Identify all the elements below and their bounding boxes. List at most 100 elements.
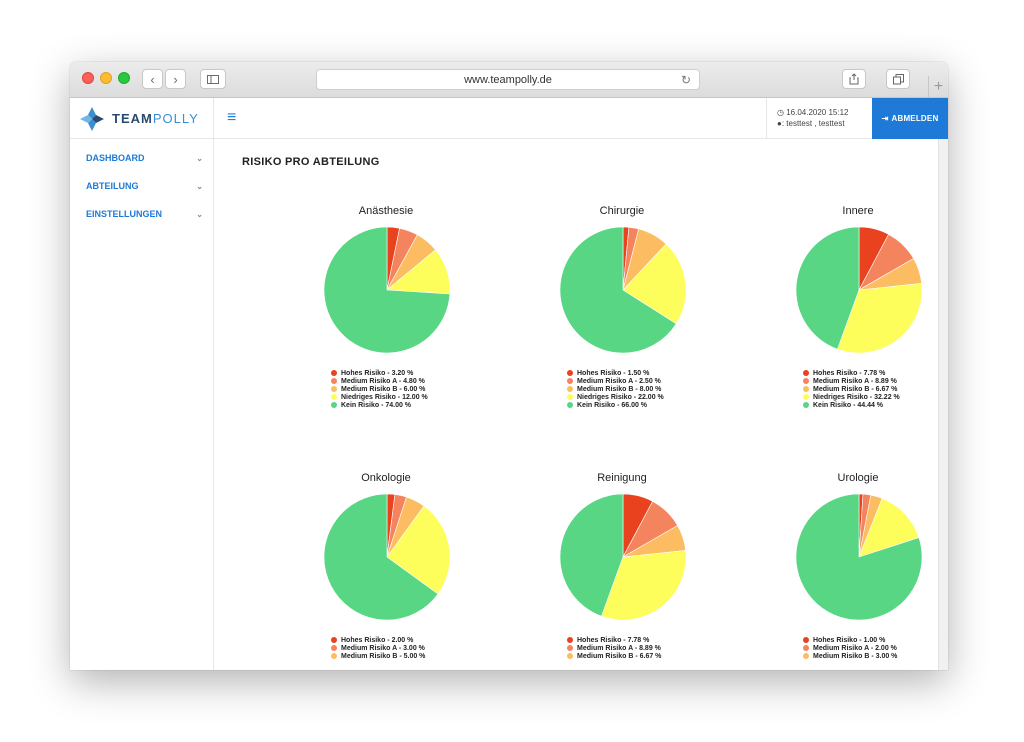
legend-entry: Medium Risiko A - 2.00 % <box>803 644 897 652</box>
legend-dot-icon <box>803 386 809 392</box>
legend-dot-icon <box>567 370 573 376</box>
zoom-window-button[interactable] <box>118 72 130 84</box>
slice-niedriges-risiko[interactable] <box>622 243 687 325</box>
chart-legend: Hohes Risiko - 1.00 % Medium Risiko A - 2… <box>803 636 897 660</box>
legend-entry: Medium Risiko B - 5.00 % <box>331 652 425 660</box>
legend-label: Hohes Risiko - 3.20 % <box>341 369 414 377</box>
chart-title: Anästhesie <box>358 205 414 217</box>
legend-dot-icon <box>803 653 809 659</box>
legend-dot-icon <box>331 645 337 651</box>
top-bar: TEAMPOLLY ≡ ◷ 16.04.2020 15:12 ●: testte… <box>70 98 948 139</box>
chart-title: Onkologie <box>361 472 411 484</box>
chevron-down-icon: ⌄ <box>196 153 203 163</box>
address-bar[interactable]: www.teampolly.de ↻ <box>316 69 700 90</box>
slice-kein-risiko[interactable] <box>795 226 860 350</box>
pie-chart-reinigung <box>559 493 687 621</box>
chart-legend: Hohes Risiko - 2.00 % Medium Risiko A - 3… <box>331 636 425 660</box>
legend-entry: Medium Risiko A - 4.80 % <box>331 377 428 385</box>
main-content: RISIKO PRO ABTEILUNG Anästhesie Hohes Ri… <box>214 139 938 670</box>
slice-niedriges-risiko[interactable] <box>386 505 451 595</box>
sidebar-toggle-button[interactable] <box>200 69 226 89</box>
forward-button[interactable]: › <box>165 69 186 89</box>
logout-button[interactable]: ⇥ ABMELDEN <box>872 98 948 139</box>
scrollbar[interactable] <box>938 139 948 670</box>
legend-dot-icon <box>803 370 809 376</box>
browser-toolbar: ‹ › www.teampolly.de ↻ + <box>70 62 948 98</box>
minimize-window-button[interactable] <box>100 72 112 84</box>
clock-icon: ◷ <box>777 108 784 117</box>
legend-entry: Niedriges Risiko - 32.22 % <box>803 393 900 401</box>
legend-label: Medium Risiko A - 8.89 % <box>577 644 661 652</box>
legend-label: Kein Risiko - 66.00 % <box>577 401 648 409</box>
slice-niedriges-risiko[interactable] <box>837 283 923 354</box>
chart-title: Reinigung <box>597 472 647 484</box>
legend-entry: Hohes Risiko - 7.78 % <box>567 636 661 644</box>
legend-label: Medium Risiko A - 2.00 % <box>813 644 897 652</box>
legend-entry: Medium Risiko A - 2.50 % <box>567 377 664 385</box>
slice-kein-risiko[interactable] <box>323 226 451 354</box>
share-button[interactable] <box>842 69 866 89</box>
app: TEAMPOLLY ≡ ◷ 16.04.2020 15:12 ●: testte… <box>70 98 948 670</box>
legend-entry: Niedriges Risiko - 22.00 % <box>567 393 664 401</box>
slice-kein-risiko[interactable] <box>795 493 923 621</box>
pie-chart-anaesthesie <box>323 226 451 354</box>
legend-label: Medium Risiko A - 8.89 % <box>813 377 897 385</box>
legend-dot-icon <box>803 394 809 400</box>
legend-dot-icon <box>567 386 573 392</box>
slice-kein-risiko[interactable] <box>323 493 439 621</box>
legend-label: Medium Risiko B - 6.67 % <box>577 652 662 660</box>
sidebar-item-label: EINSTELLUNGEN <box>86 209 163 219</box>
legend-label: Medium Risiko A - 2.50 % <box>577 377 661 385</box>
chart-legend: Hohes Risiko - 7.78 % Medium Risiko A - 8… <box>803 369 900 409</box>
close-window-button[interactable] <box>82 72 94 84</box>
legend-label: Medium Risiko B - 8.00 % <box>577 385 662 393</box>
logout-label: ABMELDEN <box>891 114 939 123</box>
legend-dot-icon <box>567 394 573 400</box>
slice-kein-risiko[interactable] <box>559 493 624 617</box>
legend-dot-icon <box>331 394 337 400</box>
sidebar-item-einstellungen[interactable]: EINSTELLUNGEN ⌄ <box>70 200 213 228</box>
sidebar: DASHBOARD ⌄ ABTEILUNG ⌄ EINSTELLUNGEN ⌄ <box>70 139 214 670</box>
share-icon <box>849 73 859 85</box>
chevron-right-icon: › <box>173 71 178 87</box>
back-button[interactable]: ‹ <box>142 69 163 89</box>
legend-dot-icon <box>567 653 573 659</box>
chart-title: Chirurgie <box>599 205 645 217</box>
legend-entry: Hohes Risiko - 2.00 % <box>331 636 425 644</box>
reload-icon[interactable]: ↻ <box>680 73 691 87</box>
sidebar-item-dashboard[interactable]: DASHBOARD ⌄ <box>70 144 213 172</box>
sidebar-item-label: DASHBOARD <box>86 153 145 163</box>
legend-label: Medium Risiko B - 5.00 % <box>341 652 426 660</box>
pie-chart-urologie <box>795 493 923 621</box>
legend-entry: Medium Risiko B - 6.67 % <box>803 385 900 393</box>
chart-title: Urologie <box>837 472 879 484</box>
slice-niedriges-risiko[interactable] <box>601 550 687 621</box>
legend-label: Hohes Risiko - 1.00 % <box>813 636 886 644</box>
legend-entry: Medium Risiko A - 3.00 % <box>331 644 425 652</box>
plus-icon: + <box>933 78 944 95</box>
tab-overview-button[interactable] <box>886 69 910 89</box>
legend-entry: Medium Risiko A - 8.89 % <box>567 644 661 652</box>
logout-icon: ⇥ <box>881 114 889 123</box>
menu-toggle-button[interactable]: ≡ <box>227 110 236 126</box>
chart-reinigung: Reinigung Hohes Risiko - 7.78 % Medium Ri… <box>504 472 740 660</box>
new-tab-button[interactable]: + <box>928 76 948 98</box>
chart-innere: Innere Hohes Risiko - 7.78 % Medium Risik… <box>740 205 948 409</box>
legend-entry: Medium Risiko B - 8.00 % <box>567 385 664 393</box>
legend-entry: Medium Risiko B - 6.67 % <box>567 652 661 660</box>
logo[interactable]: TEAMPOLLY <box>70 98 214 139</box>
chart-legend: Hohes Risiko - 1.50 % Medium Risiko A - 2… <box>567 369 664 409</box>
legend-dot-icon <box>331 653 337 659</box>
legend-entry: Hohes Risiko - 3.20 % <box>331 369 428 377</box>
chevron-down-icon: ⌄ <box>196 181 203 191</box>
username: : testtest , testtest <box>781 119 845 128</box>
legend-dot-icon <box>803 645 809 651</box>
datetime: 16.04.2020 15:12 <box>786 108 849 117</box>
sidebar-icon <box>207 74 219 84</box>
legend-entry: Kein Risiko - 74.00 % <box>331 401 428 409</box>
slice-kein-risiko[interactable] <box>559 226 677 354</box>
sidebar-item-abteilung[interactable]: ABTEILUNG ⌄ <box>70 172 213 200</box>
legend-dot-icon <box>803 402 809 408</box>
chart-legend: Hohes Risiko - 3.20 % Medium Risiko A - 4… <box>331 369 428 409</box>
hamburger-icon: ≡ <box>227 109 237 126</box>
